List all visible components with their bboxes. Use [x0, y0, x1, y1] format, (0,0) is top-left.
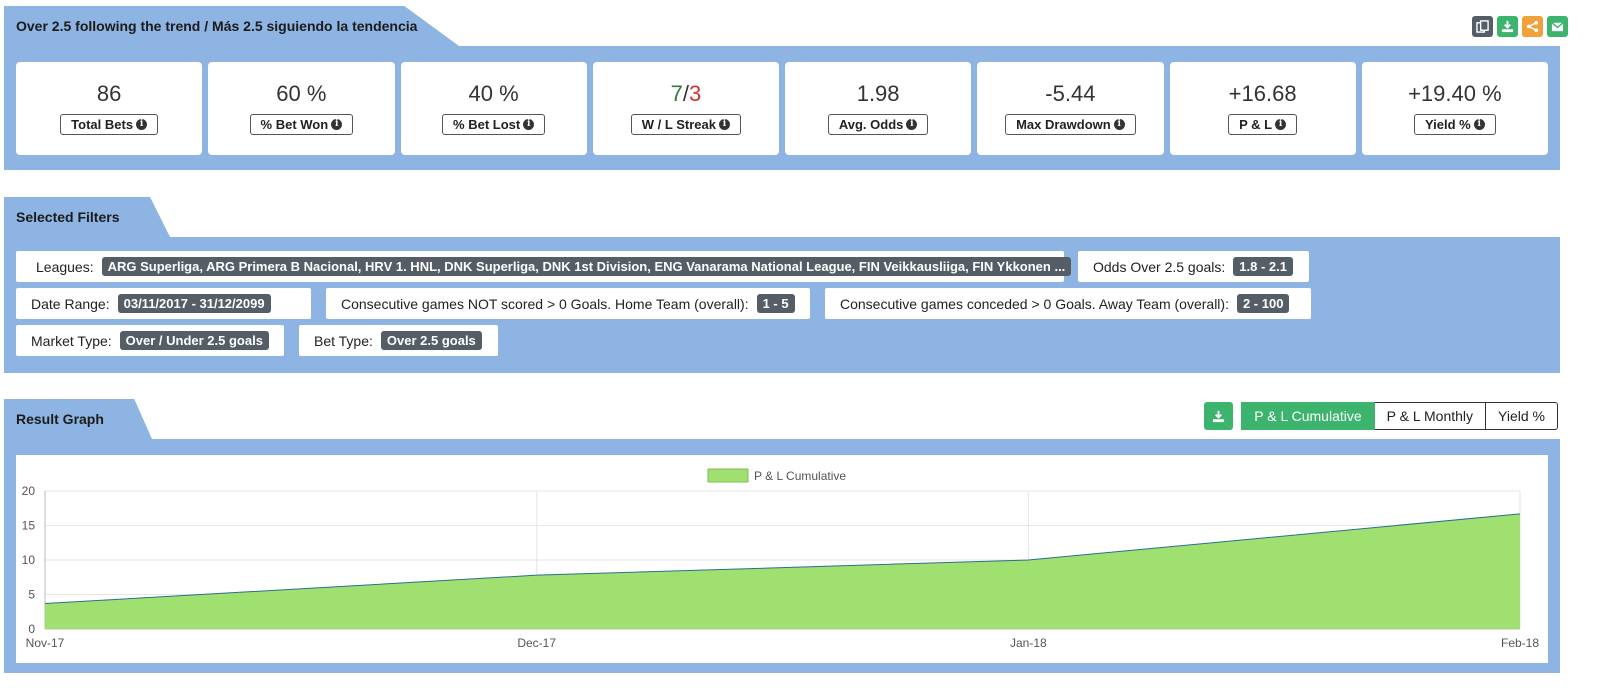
total-bets-label[interactable]: Total Bets i [60, 114, 159, 135]
share-icon[interactable] [1522, 16, 1543, 37]
yield-value: +19.40 % [1408, 81, 1502, 106]
filters-title: Selected Filters [16, 209, 120, 225]
filters-tab: Selected Filters [4, 197, 170, 237]
info-icon: i [906, 119, 918, 130]
bet-won-value: 60 % [276, 81, 327, 106]
yield-label[interactable]: Yield % i [1413, 114, 1496, 135]
tab-yield[interactable]: Yield % [1486, 402, 1558, 430]
filter-leagues-label: Leagues: [36, 258, 94, 275]
bet-lost-value: 40 % [468, 81, 519, 106]
streak-separator: / [682, 81, 689, 106]
stat-card-max-drawdown: -5.44 Max Drawdown i [977, 62, 1164, 155]
avg-odds-label[interactable]: Avg. Odds i [827, 114, 929, 135]
filter-bet-value: Over 2.5 goals [380, 331, 482, 350]
stat-card-yield: +19.40 % Yield % i [1361, 62, 1548, 155]
bet-lost-label[interactable]: % Bet Lost i [442, 114, 546, 135]
bet-won-label[interactable]: % Bet Won i [249, 114, 354, 135]
total-bets-value: 86 [96, 81, 122, 106]
tab-pl-cumulative[interactable]: P & L Cumulative [1241, 402, 1375, 430]
page-title-tab: Over 2.5 following the trend / Más 2.5 s… [4, 6, 459, 46]
filter-away-label: Consecutive games conceded > 0 Goals. Aw… [840, 295, 1229, 312]
graph-tab: Result Graph [4, 399, 152, 439]
stat-card-avg-odds: 1.98 Avg. Odds i [785, 62, 972, 155]
legend-label: P & L Cumulative [754, 469, 846, 483]
filter-home-value: 1 - 5 [756, 294, 795, 313]
bet-lost-label-text: % Bet Lost [453, 117, 521, 132]
info-icon: i [1275, 119, 1287, 130]
info-icon: i [523, 119, 535, 130]
tab-pl-monthly[interactable]: P & L Monthly [1374, 402, 1487, 430]
stats-panel: 86 Total Bets i 60 % % Bet Won i 40 % % Be… [4, 46, 1560, 170]
filter-date-value: 03/11/2017 - 31/12/2099 [117, 294, 271, 313]
pl-chart: 0 5 10 15 20 Nov-17 Dec-17 Jan-18 Feb-18 P & L Cu… [22, 468, 1539, 650]
stat-card-total-bets: 86 Total Bets i [16, 62, 203, 155]
info-icon: i [1473, 119, 1485, 130]
graph-controls: P & L Cumulative P & L Monthly Yield % [1204, 402, 1558, 430]
max-drawdown-value: -5.44 [1045, 81, 1096, 106]
filter-odds: Odds Over 2.5 goals: 1.8 - 2.1 [1078, 251, 1309, 282]
info-icon: i [136, 119, 148, 130]
stat-card-bet-lost: 40 % % Bet Lost i [400, 62, 587, 155]
loss-streak-value: 3 [688, 81, 702, 106]
x-tick-label: Dec-17 [517, 636, 556, 650]
filter-away-conceded: Consecutive games conceded > 0 Goals. Aw… [825, 288, 1311, 319]
graph-title: Result Graph [16, 411, 104, 427]
y-tick-label: 5 [28, 588, 35, 602]
filter-home-label: Consecutive games NOT scored > 0 Goals. … [341, 295, 749, 312]
pl-value: +16.68 [1228, 81, 1297, 106]
email-icon[interactable] [1547, 16, 1568, 37]
filter-bet-type: Bet Type: Over 2.5 goals [299, 325, 498, 356]
wl-streak-label[interactable]: W / L Streak i [630, 114, 741, 135]
page-title: Over 2.5 following the trend / Más 2.5 s… [16, 18, 418, 34]
copy-icon[interactable] [1472, 16, 1493, 37]
stat-card-wl-streak: 7/3 W / L Streak i [592, 62, 779, 155]
pl-cumulative-line [44, 513, 1521, 604]
info-icon: i [718, 119, 730, 130]
y-tick-label: 0 [28, 622, 35, 636]
yield-label-text: Yield % [1424, 117, 1471, 132]
filter-date-range: Date Range: 03/11/2017 - 31/12/2099 [16, 288, 311, 319]
filter-market-label: Market Type: [31, 332, 112, 349]
avg-odds-value: 1.98 [856, 81, 900, 106]
chart-container: 0 5 10 15 20 Nov-17 Dec-17 Jan-18 Feb-18 P & L Cu… [16, 455, 1548, 663]
y-tick-label: 10 [22, 553, 36, 567]
filter-market-type: Market Type: Over / Under 2.5 goals [16, 325, 284, 356]
filter-odds-label: Odds Over 2.5 goals: [1093, 258, 1226, 275]
filter-home-not-scored: Consecutive games NOT scored > 0 Goals. … [326, 288, 810, 319]
avg-odds-label-text: Avg. Odds [838, 117, 904, 132]
info-icon: i [1113, 119, 1125, 130]
filter-odds-value: 1.8 - 2.1 [1233, 257, 1293, 276]
top-actions [1472, 16, 1568, 37]
pl-label-text: P & L [1239, 117, 1273, 132]
y-tick-label: 15 [22, 519, 36, 533]
info-icon: i [331, 119, 343, 130]
filter-leagues-value: ARG Superliga, ARG Primera B Nacional, H… [101, 257, 1072, 276]
total-bets-label-text: Total Bets [71, 117, 134, 132]
filters-panel: Leagues: ARG Superliga, ARG Primera B Na… [4, 237, 1560, 373]
wl-streak-label-text: W / L Streak [641, 117, 716, 132]
bet-won-label-text: % Bet Won [260, 117, 329, 132]
graph-download-icon[interactable] [1204, 402, 1234, 430]
filter-leagues: Leagues: ARG Superliga, ARG Primera B Na… [16, 251, 1072, 282]
filter-market-value: Over / Under 2.5 goals [119, 331, 269, 350]
stat-card-bet-won: 60 % % Bet Won i [208, 62, 395, 155]
y-tick-label: 20 [22, 484, 36, 498]
pl-cumulative-area [45, 513, 1520, 629]
legend-swatch [707, 468, 749, 483]
download-icon[interactable] [1497, 16, 1518, 37]
x-tick-label: Nov-17 [26, 636, 65, 650]
x-tick-label: Jan-18 [1010, 636, 1047, 650]
wl-streak-value: 7/3 [671, 80, 702, 108]
filter-bet-label: Bet Type: [314, 332, 373, 349]
filter-date-label: Date Range: [31, 295, 110, 312]
filter-away-value: 2 - 100 [1236, 294, 1290, 313]
x-tick-label: Feb-18 [1501, 636, 1539, 650]
max-drawdown-label-text: Max Drawdown [1016, 117, 1111, 132]
graph-panel: 0 5 10 15 20 Nov-17 Dec-17 Jan-18 Feb-18 P & L Cu… [4, 439, 1560, 673]
max-drawdown-label[interactable]: Max Drawdown i [1005, 114, 1136, 135]
win-streak-value: 7 [670, 81, 683, 106]
